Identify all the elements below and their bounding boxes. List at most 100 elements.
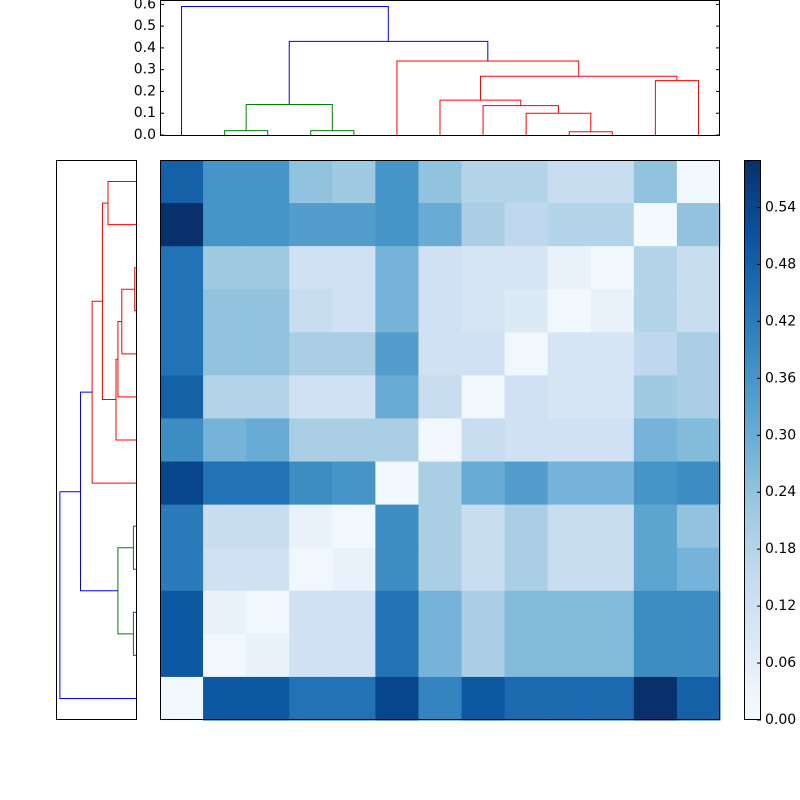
heatmap-cell — [203, 590, 247, 635]
heatmap-cell — [289, 246, 333, 290]
heatmap-cell — [332, 461, 376, 506]
heatmap-cell — [633, 547, 678, 592]
heatmap-cell — [676, 504, 721, 549]
heatmap-cell — [160, 375, 204, 419]
heatmap-cell — [332, 676, 376, 721]
heatmap-cell — [246, 332, 290, 376]
heatmap-cell — [547, 590, 592, 635]
heatmap-cell — [203, 504, 247, 549]
heatmap-cell — [504, 633, 549, 678]
heatmap-cell — [203, 160, 247, 204]
heatmap-cell — [246, 246, 290, 290]
heatmap-cell — [504, 461, 549, 506]
heatmap-cell — [590, 461, 635, 506]
heatmap-cell — [418, 590, 463, 635]
heatmap-cell — [418, 676, 463, 721]
dendrogram-link — [525, 112, 592, 135]
heatmap-cell — [332, 590, 376, 635]
heatmap-cell — [547, 461, 592, 506]
heatmap-cell — [332, 332, 376, 376]
heatmap-cell — [504, 504, 549, 549]
heatmap-cell — [246, 633, 290, 678]
heatmap-cell — [418, 203, 463, 247]
dendrogram-link — [181, 6, 389, 135]
colorbar-tick-label: 0.54 — [765, 199, 796, 215]
heatmap-cell — [246, 590, 290, 635]
dendrogram-link — [80, 391, 118, 592]
heatmap-cell — [547, 332, 592, 376]
heatmap-cell — [375, 332, 419, 376]
heatmap-cell — [160, 504, 204, 549]
heatmap-cell — [633, 504, 678, 549]
heatmap-cell — [418, 418, 463, 463]
heatmap-cell — [676, 547, 721, 592]
heatmap-cell — [246, 504, 290, 549]
y-tick-label: 0.0 — [134, 127, 156, 143]
heatmap-cell — [461, 246, 506, 290]
heatmap-cell — [461, 332, 506, 376]
heatmap-cell — [418, 461, 463, 506]
heatmap-cell — [289, 504, 333, 549]
dendrogram-link — [654, 80, 699, 135]
dendrogram-link — [115, 358, 136, 441]
heatmap-cell — [332, 246, 376, 290]
heatmap-cell — [504, 590, 549, 635]
heatmap-cell — [160, 461, 204, 506]
dendrogram-link — [121, 288, 136, 355]
heatmap-cell — [547, 289, 592, 333]
heatmap-cell — [461, 547, 506, 592]
heatmap-cell — [418, 332, 463, 376]
heatmap-cell — [504, 289, 549, 333]
heatmap-cell — [504, 160, 549, 204]
heatmap-cell — [375, 633, 419, 678]
heatmap-cell — [289, 676, 333, 721]
heatmap-cell — [676, 418, 721, 463]
dendrogram-link — [288, 40, 489, 105]
heatmap-cell — [461, 418, 506, 463]
heatmap-cell — [289, 289, 333, 333]
heatmap-cell — [676, 332, 721, 376]
heatmap-cell — [289, 203, 333, 247]
heatmap-cell — [676, 590, 721, 635]
dendrogram-link — [245, 104, 333, 131]
heatmap-cell — [418, 375, 463, 419]
heatmap-cell — [375, 418, 419, 463]
heatmap-cell — [289, 375, 333, 419]
heatmap-cell — [375, 160, 419, 204]
dendrogram-link — [479, 75, 678, 101]
heatmap-cell — [676, 633, 721, 678]
dendrogram-link — [224, 130, 269, 135]
heatmap-cell — [461, 590, 506, 635]
heatmap-cell — [676, 203, 721, 247]
heatmap-cell — [547, 676, 592, 721]
colorbar-tick-label: 0.36 — [765, 370, 796, 386]
heatmap-cell — [504, 246, 549, 290]
y-tick-label: 0.3 — [134, 62, 156, 78]
heatmap-cell — [332, 504, 376, 549]
heatmap-cell — [418, 504, 463, 549]
heatmap-cell — [547, 203, 592, 247]
heatmap-cell — [375, 590, 419, 635]
heatmap-cell — [590, 160, 635, 204]
heatmap-cell — [246, 418, 290, 463]
heatmap-cell — [246, 461, 290, 506]
heatmap-cell — [547, 633, 592, 678]
heatmap-cell — [418, 289, 463, 333]
dendrogram-link — [117, 321, 136, 398]
heatmap-frame — [160, 160, 720, 720]
heatmap-cell — [633, 375, 678, 419]
heatmap-cell — [676, 461, 721, 506]
heatmap-cell — [375, 289, 419, 333]
heatmap-cell — [160, 590, 204, 635]
heatmap-cell — [590, 633, 635, 678]
heatmap-cell — [160, 160, 204, 204]
heatmap-cell — [461, 676, 506, 721]
dendrogram-link — [91, 300, 136, 484]
colorbar-tick-label: 0.24 — [765, 484, 796, 500]
dendrogram-link — [134, 267, 136, 312]
heatmap-cell — [504, 676, 549, 721]
heatmap-cell — [633, 332, 678, 376]
dendrogram-link — [396, 60, 580, 135]
heatmap-cell — [547, 547, 592, 592]
colorbar-tick-label: 0.00 — [765, 712, 796, 728]
